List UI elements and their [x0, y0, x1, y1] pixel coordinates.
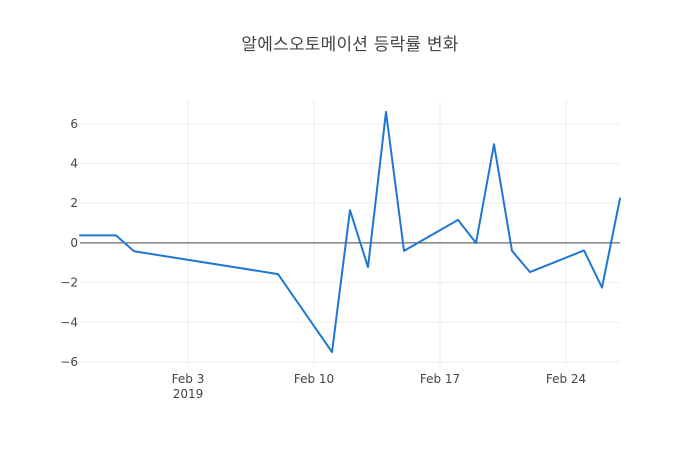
y-tick-label: −2	[60, 276, 78, 290]
chart-title: 알에스오토메이션 등락률 변화	[241, 35, 459, 55]
y-tick-label: 2	[70, 196, 78, 210]
x-tick-label: Feb 24	[546, 372, 586, 386]
series-line	[79, 110, 621, 354]
x-tick-label: Feb 17	[420, 372, 460, 386]
x-tick-sublabel: 2019	[173, 387, 204, 401]
x-tick-label: Feb 3	[172, 372, 205, 386]
y-tick-label: −4	[60, 315, 78, 329]
y-tick-label: 4	[70, 157, 78, 171]
y-tick-label: 6	[70, 117, 78, 131]
y-tick-label: −6	[60, 355, 78, 369]
y-tick-label: 0	[70, 236, 78, 250]
x-tick-label: Feb 10	[294, 372, 334, 386]
